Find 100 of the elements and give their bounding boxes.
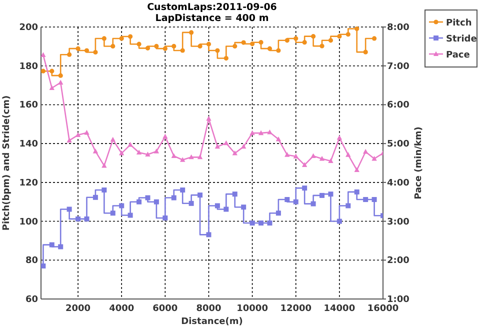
point (154, 199, 159, 204)
x-tick-label: 10000 (236, 304, 268, 314)
point (154, 148, 160, 154)
point (354, 26, 360, 32)
point (162, 46, 168, 51)
point (363, 50, 368, 54)
y-tick-label: 160 (19, 100, 38, 111)
point (224, 140, 229, 146)
y2-tick-label: 4:00 (387, 178, 410, 188)
point (206, 232, 212, 238)
point (346, 152, 351, 157)
point (232, 192, 238, 197)
x-tick-label: 4000 (109, 304, 134, 314)
y2-axis-title: Pace (min/km) (414, 126, 424, 200)
point (92, 194, 98, 200)
point (302, 40, 307, 45)
point (145, 195, 150, 200)
y2-tick-label: 1:00 (387, 295, 410, 305)
point (224, 56, 228, 61)
point (128, 142, 133, 147)
point (215, 48, 220, 53)
chart-subtitle: LapDistance = 400 m (155, 13, 269, 24)
point (110, 210, 116, 216)
point (119, 36, 124, 41)
point (302, 162, 308, 167)
legend-label: Pace (446, 50, 470, 60)
point (136, 150, 142, 155)
point (66, 138, 72, 142)
point (241, 40, 246, 45)
y2-tick-label: 8:00 (387, 23, 410, 33)
point (102, 36, 106, 41)
point (172, 44, 176, 49)
point (162, 215, 168, 220)
point (276, 48, 281, 53)
point (258, 130, 264, 136)
point (102, 162, 107, 168)
point (232, 44, 238, 49)
point (171, 153, 176, 158)
point (372, 197, 377, 202)
point (319, 156, 325, 161)
point (346, 32, 350, 37)
point (284, 197, 290, 202)
point (189, 30, 194, 35)
point (336, 134, 342, 140)
point (214, 203, 220, 208)
point (276, 210, 281, 216)
x-tick-label: 16000 (367, 304, 399, 314)
x-axis-title: Distance(m) (181, 317, 243, 327)
point (354, 167, 360, 172)
point (180, 188, 186, 193)
point (354, 189, 360, 194)
point (302, 186, 308, 191)
point (250, 130, 255, 136)
point (294, 36, 298, 41)
point (250, 220, 255, 226)
point (310, 201, 316, 206)
point (154, 44, 159, 49)
point (258, 220, 264, 226)
y-axis-title: Pitch(bpm) and Stride(cm) (2, 95, 12, 231)
point (110, 44, 116, 49)
point (320, 44, 324, 48)
point (188, 200, 194, 206)
y-tick-label: 200 (19, 23, 38, 33)
point (214, 144, 220, 149)
x-tick-label: 14000 (324, 304, 356, 314)
y-tick-label: 60 (25, 295, 38, 305)
point (206, 116, 212, 121)
point (84, 130, 90, 135)
y-tick-label: 180 (19, 62, 38, 72)
point (310, 153, 316, 158)
point (328, 192, 334, 197)
y2-tick-label: 6:00 (387, 100, 410, 111)
point (346, 203, 351, 208)
y2-tick-label: 3:00 (387, 217, 410, 228)
point (232, 150, 238, 156)
point (284, 152, 290, 157)
point (41, 68, 46, 74)
point (284, 38, 290, 43)
point (93, 50, 98, 55)
point (145, 152, 150, 156)
point (328, 38, 334, 43)
x-tick-label: 6000 (152, 304, 178, 314)
point (49, 242, 54, 248)
point (372, 36, 377, 41)
point (136, 42, 142, 46)
point (128, 34, 133, 39)
x-tick-label: 2000 (66, 304, 91, 314)
point (180, 48, 185, 53)
y-tick-label: 140 (19, 140, 38, 150)
point (258, 40, 264, 45)
point (224, 206, 229, 212)
legend-label: Stride (446, 34, 477, 44)
y2-tick-label: 2:00 (387, 256, 410, 266)
y-tick-label: 100 (19, 217, 38, 228)
y-tick-label: 120 (19, 178, 38, 188)
point (241, 204, 246, 210)
point (336, 218, 342, 224)
y2-tick-label: 7:00 (387, 62, 410, 72)
point (372, 156, 377, 161)
point (276, 136, 282, 142)
